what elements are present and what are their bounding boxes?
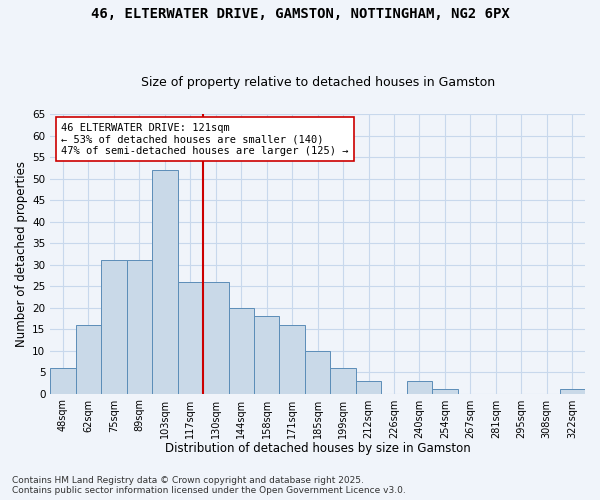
Text: 46 ELTERWATER DRIVE: 121sqm
← 53% of detached houses are smaller (140)
47% of se: 46 ELTERWATER DRIVE: 121sqm ← 53% of det…: [61, 122, 349, 156]
Bar: [560, 390, 585, 394]
Bar: [203, 282, 229, 394]
Bar: [280, 325, 305, 394]
Bar: [127, 260, 152, 394]
Bar: [229, 308, 254, 394]
Bar: [152, 170, 178, 394]
Bar: [432, 390, 458, 394]
Bar: [76, 325, 101, 394]
Bar: [50, 368, 76, 394]
Title: Size of property relative to detached houses in Gamston: Size of property relative to detached ho…: [140, 76, 495, 90]
Text: Contains HM Land Registry data © Crown copyright and database right 2025.
Contai: Contains HM Land Registry data © Crown c…: [12, 476, 406, 495]
Y-axis label: Number of detached properties: Number of detached properties: [15, 161, 28, 347]
Bar: [254, 316, 280, 394]
Bar: [305, 350, 331, 394]
Bar: [331, 368, 356, 394]
Bar: [178, 282, 203, 394]
Bar: [407, 380, 432, 394]
Bar: [356, 380, 381, 394]
Bar: [101, 260, 127, 394]
X-axis label: Distribution of detached houses by size in Gamston: Distribution of detached houses by size …: [165, 442, 470, 455]
Text: 46, ELTERWATER DRIVE, GAMSTON, NOTTINGHAM, NG2 6PX: 46, ELTERWATER DRIVE, GAMSTON, NOTTINGHA…: [91, 8, 509, 22]
